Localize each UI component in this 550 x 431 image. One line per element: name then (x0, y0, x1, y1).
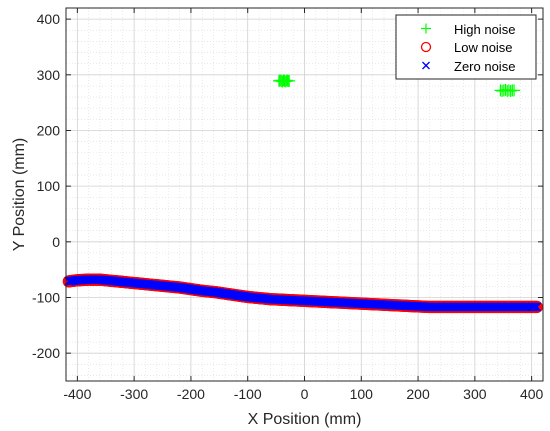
series-layer (62, 74, 543, 314)
x-tick-label: -100 (234, 386, 262, 402)
y-tick-label: 300 (37, 67, 61, 83)
legend-marker-low-noise (420, 41, 432, 53)
legend-marker-zero-noise (422, 61, 430, 70)
legend-marker-zero-noise-b (422, 61, 430, 70)
legend-box (395, 14, 537, 80)
data-point-zero-noise-b (532, 302, 542, 312)
y-tick-label: -100 (32, 289, 60, 305)
y-axis-label: Y Position (mm) (11, 138, 28, 252)
data-point-zero-noise (531, 302, 541, 312)
x-tick-label: -300 (120, 386, 148, 402)
data-point-high-noise (283, 74, 296, 87)
y-tick-label: 0 (52, 234, 60, 250)
x-tick-label: -200 (177, 386, 205, 402)
x-axis-ticks: -400 -300 -200 -100 0 100 200 300 400 (63, 8, 544, 402)
legend-label-high-noise: High noise (454, 22, 515, 37)
data-point-zero-noise (528, 302, 538, 312)
y-tick-label: 200 (37, 122, 61, 138)
x-tick-label: 300 (463, 386, 487, 402)
data-point-zero-noise-b (531, 302, 541, 312)
x-tick-label: 200 (406, 386, 430, 402)
legend-label-zero-noise: Zero noise (454, 59, 515, 74)
legend-marker-high-noise (421, 23, 431, 34)
x-tick-label: 100 (350, 386, 374, 402)
series-zero-noise (64, 275, 542, 312)
data-point-zero-noise (532, 302, 542, 312)
x-tick-label: -400 (63, 386, 91, 402)
y-tick-label: 100 (37, 178, 61, 194)
data-point-zero-noise-b (529, 302, 539, 312)
data-point-zero-noise-b (528, 302, 538, 312)
y-tick-label: 400 (37, 11, 61, 27)
series-high-noise (272, 74, 521, 97)
x-axis-label: X Position (mm) (248, 411, 362, 428)
x-tick-label: 400 (520, 386, 544, 402)
legend-label-low-noise: Low noise (454, 40, 513, 55)
data-point-zero-noise (529, 302, 539, 312)
minor-grid (65, 7, 544, 381)
x-tick-label: 0 (301, 386, 309, 402)
legend-markers (420, 23, 432, 70)
legend: High noise Low noise Zero noise (395, 14, 537, 80)
y-tick-label: -200 (32, 345, 60, 361)
data-point-high-noise (508, 84, 521, 97)
y-axis-ticks: -200 -100 0 100 200 300 400 (32, 11, 543, 361)
